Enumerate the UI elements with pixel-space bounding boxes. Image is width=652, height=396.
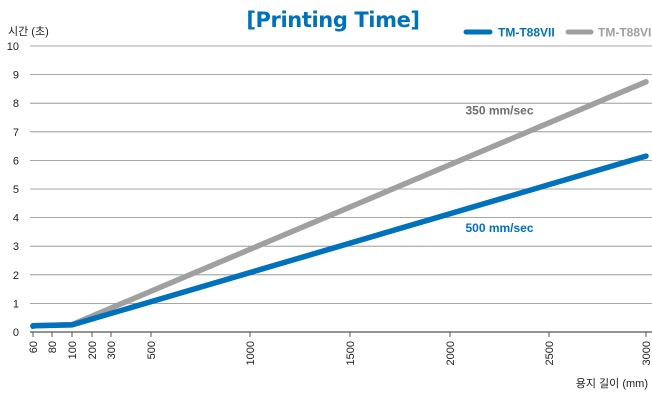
y-tick-label-3: 3	[13, 241, 19, 253]
y-tick-label-8: 8	[13, 98, 19, 110]
legend-label-tm-t88vii: TM-T88VII	[498, 26, 555, 40]
y-tick-label-1: 1	[13, 298, 19, 310]
text-labels: [Printing Time] 시간 (초) 용지 길이 (mm) 350 mm…	[8, 8, 648, 390]
annotation-tm-t88vi: 350 mm/sec	[465, 104, 533, 118]
x-tick-label-1500: 1500	[345, 341, 357, 365]
x-tick-label-80: 80	[47, 341, 59, 353]
x-tick-label-60: 60	[28, 341, 40, 353]
x-tick-label-300: 300	[106, 341, 118, 359]
x-tick-label-1000: 1000	[245, 341, 257, 365]
y-tick-label-0: 0	[13, 327, 19, 339]
grid-lines	[30, 45, 652, 333]
x-tick-label-2000: 2000	[445, 341, 457, 365]
y-axis-label: 시간 (초)	[8, 25, 49, 38]
x-tick-label-3000: 3000	[641, 341, 652, 365]
annotation-tm-t88vii: 500 mm/sec	[465, 221, 533, 235]
y-tick-label-10: 10	[7, 41, 19, 53]
series-lines	[30, 79, 649, 330]
series-line-tm-t88vi	[30, 79, 649, 330]
x-tick-label-100: 100	[67, 341, 79, 359]
y-tick-label-7: 7	[13, 127, 19, 139]
y-tick-label-2: 2	[13, 270, 19, 282]
y-tick-label-9: 9	[13, 70, 19, 82]
x-axis-label: 용지 길이 (mm)	[576, 377, 648, 390]
legend: TM-T88VII TM-T88VI	[463, 26, 651, 40]
series-line-tm-t88vii	[30, 153, 649, 330]
chart-title: [Printing Time]	[246, 8, 419, 32]
y-tick-label-6: 6	[13, 155, 19, 167]
axes: 0 1 2 3 4 5 6 7 8 9 10 60 80 100 200 300 500 1000 1500 2000…	[7, 41, 652, 365]
x-tick-label-500: 500	[146, 341, 158, 359]
x-tick-label-200: 200	[87, 341, 99, 359]
legend-label-tm-t88vi: TM-T88VI	[598, 26, 651, 40]
x-tick-label-2500: 2500	[544, 341, 556, 365]
y-tick-label-5: 5	[13, 184, 19, 196]
y-tick-label-4: 4	[13, 213, 19, 225]
